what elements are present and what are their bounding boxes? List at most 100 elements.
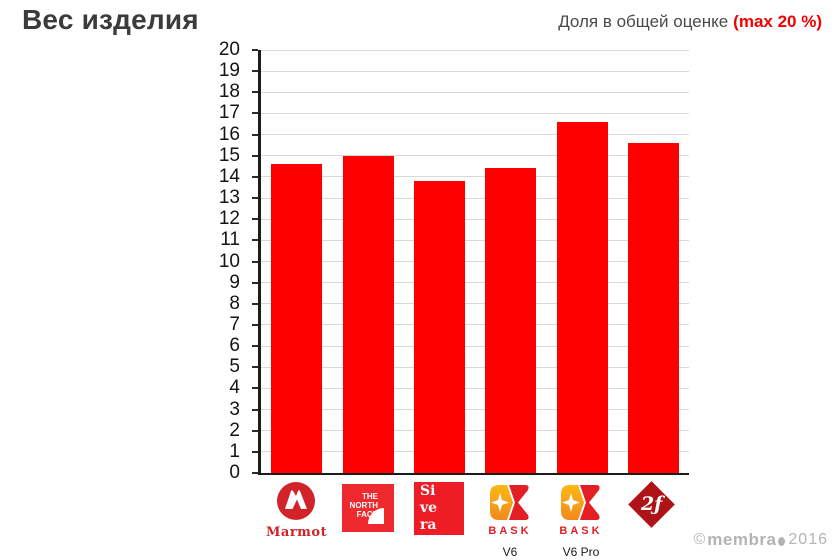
brand-logo-marmot: Marmot — [266, 482, 328, 540]
y-axis-tick — [252, 112, 258, 115]
gridline — [261, 324, 689, 326]
y-axis-tick — [252, 239, 258, 242]
gridline — [261, 218, 689, 220]
y-axis-tick-label: 10 — [218, 250, 240, 272]
y-axis-tick — [252, 345, 258, 348]
gridline — [261, 261, 689, 262]
gridline — [261, 91, 689, 93]
y-axis-tick-label: 19 — [218, 60, 240, 82]
watermark-brand: membra — [707, 530, 777, 549]
y-axis-tick — [252, 450, 258, 453]
gridline — [261, 197, 689, 199]
y-axis-tick — [252, 429, 258, 432]
y-axis-tick-label: 2 — [229, 419, 240, 441]
y-axis-tick-label: 8 — [229, 292, 240, 314]
bar-bask-v6 — [485, 168, 537, 473]
gridline — [261, 387, 689, 389]
svg-text:THE: THE — [362, 492, 379, 501]
y-axis-tick-label: 3 — [229, 398, 240, 420]
y-axis-tick-label: 14 — [218, 165, 240, 187]
marmot-icon — [277, 482, 315, 520]
bar-bask-v6-pro — [556, 121, 608, 473]
gridline — [261, 409, 689, 411]
gridline — [261, 282, 689, 284]
gridline — [261, 134, 689, 136]
y-axis-tick — [252, 366, 258, 369]
subtitle-max-value: (max 20 %) — [733, 12, 822, 31]
brand-logo-sivera: Si ve ra — [409, 482, 469, 535]
y-axis-tick — [252, 302, 258, 305]
y-axis-tick-label: 18 — [218, 81, 240, 103]
model-label-v6-pro: V6 Pro — [562, 545, 600, 559]
y-axis-tick — [252, 154, 258, 157]
brand-logo-north-face: THE NORTH FACE — [338, 484, 398, 537]
bar-marmot — [271, 164, 323, 473]
y-axis-tick — [252, 49, 258, 51]
y-axis-tick-label: 0 — [229, 462, 240, 483]
y-axis-tick — [252, 408, 258, 411]
bask-icon — [561, 485, 600, 520]
bask-icon — [490, 485, 529, 520]
marmot-wordmark: Marmot — [266, 525, 328, 540]
mouse-icon — [778, 537, 786, 546]
y-axis-tick — [252, 91, 258, 94]
gridline — [261, 451, 689, 453]
y-axis-tick — [252, 281, 258, 284]
y-axis-tick — [252, 260, 258, 263]
y-axis-tick — [252, 218, 258, 221]
y-axis-tick-label: 15 — [218, 144, 240, 166]
copyright-icon: © — [693, 531, 706, 548]
y-axis-tick-label: 4 — [229, 377, 240, 399]
y-axis-tick — [252, 175, 258, 178]
gridline — [261, 49, 689, 51]
y-axis-labels: 0 1 2 3 4 5 6 7 8 9 10 11 12 13 14 15 16 17 18 19 20 — [204, 40, 250, 483]
y-axis-tick — [252, 70, 258, 73]
gridline — [261, 303, 689, 305]
gridline — [261, 155, 689, 157]
bar-red-fox — [627, 143, 679, 473]
gridline — [261, 112, 689, 114]
sivera-icon: Si ve ra — [414, 482, 464, 535]
svg-text:FACE: FACE — [357, 510, 379, 519]
y-axis-tick-label: 11 — [220, 229, 240, 251]
chart-subtitle: Доля в общей оценке (max 20 %) — [558, 12, 822, 32]
model-label-v6: V6 — [502, 545, 518, 559]
brand-logo-bask-v6: BASK V6 — [480, 484, 540, 559]
y-axis-tick-label: 12 — [218, 208, 240, 230]
north-face-icon: THE NORTH FACE — [342, 484, 394, 532]
y-axis-tick-label: 6 — [229, 335, 240, 357]
subtitle-text: Доля в общей оценке — [558, 12, 729, 31]
bar-sivera — [413, 181, 465, 473]
y-axis-tick-label: 7 — [229, 313, 240, 335]
y-axis-tick — [252, 133, 258, 136]
svg-text:NORTH: NORTH — [350, 501, 379, 510]
gridline — [261, 176, 689, 178]
bask-wordmark: BASK — [559, 525, 603, 537]
y-axis-tick-label: 20 — [218, 39, 240, 60]
y-axis-tick-label: 5 — [229, 356, 240, 378]
gridline — [261, 366, 689, 368]
bar-the-north-face — [342, 155, 394, 473]
plot-area — [252, 49, 689, 475]
gridline — [261, 70, 689, 72]
bask-wordmark: BASK — [488, 525, 532, 537]
y-axis-tick-label: 16 — [218, 123, 240, 145]
y-axis-tick — [252, 387, 258, 390]
watermark-year: 2016 — [788, 531, 828, 548]
page-title: Вес изделия — [22, 4, 199, 35]
y-axis-tick-label: 9 — [229, 271, 240, 293]
redfox-icon: 2ƒ — [627, 481, 675, 528]
brand-logo-bask-v6-pro: BASK V6 Pro — [551, 484, 611, 559]
gridline — [261, 345, 689, 347]
y-axis-tick — [252, 197, 258, 200]
y-axis-tick — [252, 323, 258, 326]
watermark: © membra 2016 — [693, 530, 828, 550]
brand-logo-redfox: 2ƒ — [621, 481, 681, 528]
y-axis-tick — [252, 472, 258, 474]
y-axis-tick-label: 1 — [229, 440, 240, 462]
gridline — [261, 239, 689, 241]
gridline — [261, 430, 689, 432]
y-axis-tick-label: 13 — [218, 187, 240, 209]
y-axis-tick-label: 17 — [218, 102, 240, 124]
